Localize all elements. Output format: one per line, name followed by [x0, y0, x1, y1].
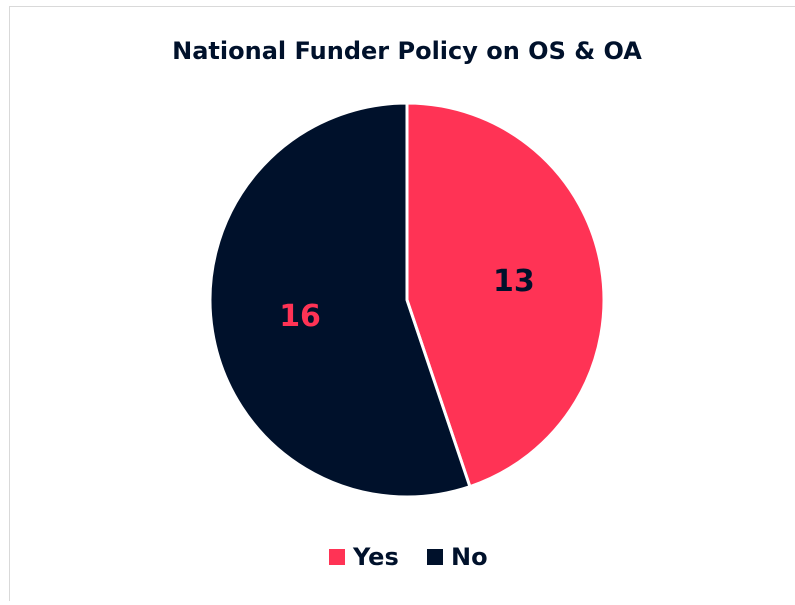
- legend-label: Yes: [352, 543, 399, 571]
- chart-title: National Funder Policy on OS & OA: [172, 37, 642, 65]
- legend-label: No: [451, 543, 488, 571]
- data-label: 13: [493, 264, 535, 299]
- data-label: 16: [279, 299, 321, 334]
- legend-swatch: [427, 549, 443, 565]
- legend-swatch: [329, 549, 345, 565]
